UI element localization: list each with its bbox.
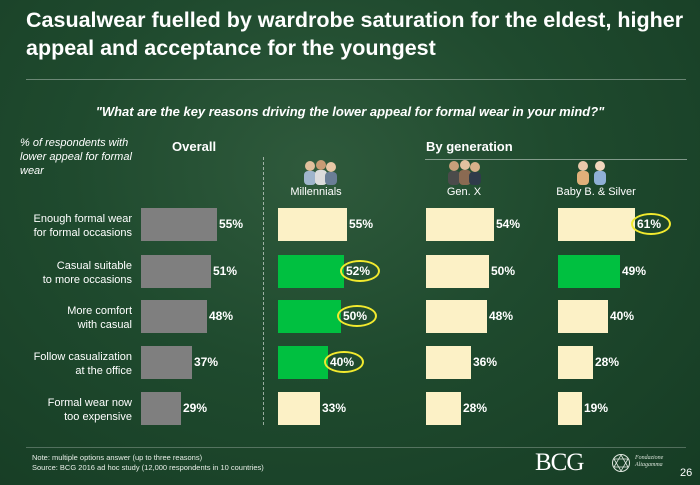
bar [278, 346, 328, 379]
category-label-line: with casual [77, 319, 132, 332]
highlight-circle [324, 351, 364, 373]
baby-boomers-silver-people-icon [577, 161, 606, 185]
bar [141, 346, 192, 379]
bar-value-label: 40% [610, 309, 635, 323]
bar [558, 392, 582, 425]
fondazione-altagamma-logo-icon [612, 454, 630, 472]
bar [426, 392, 461, 425]
bar-value-label: 36% [473, 355, 498, 369]
bar [558, 300, 608, 333]
fondazione-altagamma-logo-text: Fondazione Altagamma [635, 455, 664, 469]
bar-value-label: 48% [489, 309, 514, 323]
bar-value-label: 54% [496, 217, 521, 231]
bar [141, 255, 211, 288]
bar [426, 208, 494, 241]
category-label-line: too expensive [64, 411, 132, 424]
slide-title: Casualwear fuelled by wardrobe saturatio… [26, 8, 684, 60]
category-label: More comfort with casual [0, 304, 132, 333]
bar [141, 392, 181, 425]
bar-value-label: 19% [584, 401, 609, 415]
bar-value-label: 51% [213, 264, 238, 278]
bar [558, 255, 620, 288]
bar-value-label: 49% [622, 264, 647, 278]
bar-value-label: 28% [595, 355, 620, 369]
bar [141, 208, 217, 241]
category-label: Enough formal wear for formal occasions [0, 212, 132, 241]
survey-question: "What are the key reasons driving the lo… [95, 104, 605, 119]
category-label: Casual suitable to more occasions [0, 259, 132, 288]
generation-divider [425, 159, 687, 160]
bar [426, 346, 471, 379]
highlight-circle [631, 213, 671, 235]
category-label: Formal wear now too expensive [0, 396, 132, 425]
cohort-label: Millennials [290, 186, 342, 198]
bar [278, 300, 341, 333]
category-label-line: at the office [75, 365, 132, 378]
overall-separator [263, 157, 264, 425]
bar-value-label: 37% [194, 355, 219, 369]
category-label-line: Follow casualization [33, 351, 132, 363]
footnote-source: Source: BCG 2016 ad hoc study (12,000 re… [32, 463, 264, 473]
bar [278, 392, 320, 425]
by-generation-heading: By generation [426, 139, 513, 154]
overall-heading: Overall [172, 139, 217, 154]
cohort-label: Gen. X [446, 186, 482, 198]
bar-value-label: 33% [322, 401, 347, 415]
millennials-people-icon [304, 160, 337, 185]
bar-value-label: 55% [219, 217, 244, 231]
title-rule [26, 79, 686, 80]
category-label-line: Formal wear now [47, 397, 132, 409]
gen-x-people-icon [448, 160, 481, 185]
bar [426, 255, 489, 288]
bar-value-label: 28% [463, 401, 488, 415]
bar [278, 208, 347, 241]
bar-value-label: 48% [209, 309, 234, 323]
bar [278, 255, 344, 288]
bar-value-label: 55% [349, 217, 374, 231]
axis-note: % of respondents with lower appeal for f… [20, 137, 132, 178]
category-label-line: Casual suitable [56, 260, 132, 272]
bar-value-label: 29% [183, 401, 208, 415]
bar [558, 208, 635, 241]
category-label-line: to more occasions [42, 274, 132, 287]
bar [141, 300, 207, 333]
category-label-line: for formal occasions [33, 227, 132, 240]
bar [558, 346, 593, 379]
highlight-circle [340, 260, 380, 282]
category-label-line: Enough formal wear [33, 213, 132, 225]
footnote: Note: multiple options answer (up to thr… [32, 453, 264, 473]
highlight-circle [337, 305, 377, 327]
bar-value-label: 50% [491, 264, 516, 278]
category-label: Follow casualization at the office [0, 350, 132, 379]
category-label-line: More comfort [67, 305, 132, 317]
bar [426, 300, 487, 333]
footnote-note: Note: multiple options answer (up to thr… [32, 453, 203, 462]
cohort-label: Baby B. & Silver [556, 186, 636, 198]
bottom-rule [26, 447, 686, 448]
bcg-logo: BCG [535, 449, 584, 476]
page-number: 26 [680, 467, 693, 479]
